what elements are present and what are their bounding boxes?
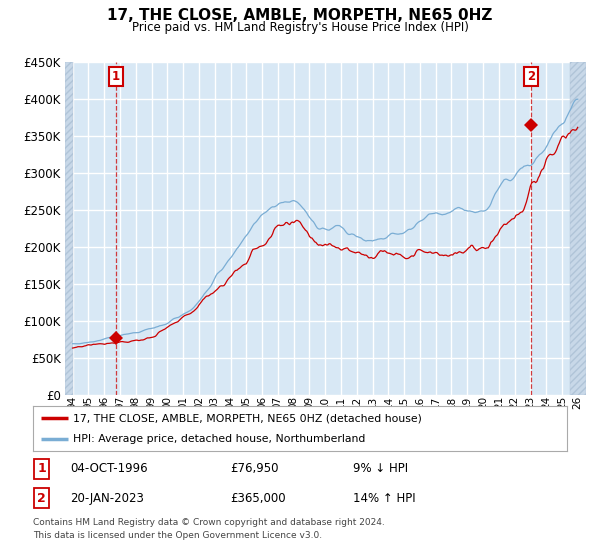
Text: Contains HM Land Registry data © Crown copyright and database right 2024.: Contains HM Land Registry data © Crown c…: [33, 518, 385, 527]
Text: 1: 1: [37, 462, 46, 475]
Text: Price paid vs. HM Land Registry's House Price Index (HPI): Price paid vs. HM Land Registry's House …: [131, 21, 469, 34]
Text: 17, THE CLOSE, AMBLE, MORPETH, NE65 0HZ (detached house): 17, THE CLOSE, AMBLE, MORPETH, NE65 0HZ …: [73, 413, 422, 423]
Text: 9% ↓ HPI: 9% ↓ HPI: [353, 462, 409, 475]
Text: 2: 2: [37, 492, 46, 505]
Text: £365,000: £365,000: [230, 492, 286, 505]
Text: This data is licensed under the Open Government Licence v3.0.: This data is licensed under the Open Gov…: [33, 531, 322, 540]
Text: 1: 1: [112, 70, 120, 83]
Text: 14% ↑ HPI: 14% ↑ HPI: [353, 492, 416, 505]
Text: £76,950: £76,950: [230, 462, 279, 475]
Text: 04-OCT-1996: 04-OCT-1996: [70, 462, 148, 475]
Text: 17, THE CLOSE, AMBLE, MORPETH, NE65 0HZ: 17, THE CLOSE, AMBLE, MORPETH, NE65 0HZ: [107, 8, 493, 24]
Text: 2: 2: [527, 70, 535, 83]
Text: HPI: Average price, detached house, Northumberland: HPI: Average price, detached house, Nort…: [73, 433, 365, 444]
Text: 20-JAN-2023: 20-JAN-2023: [70, 492, 144, 505]
